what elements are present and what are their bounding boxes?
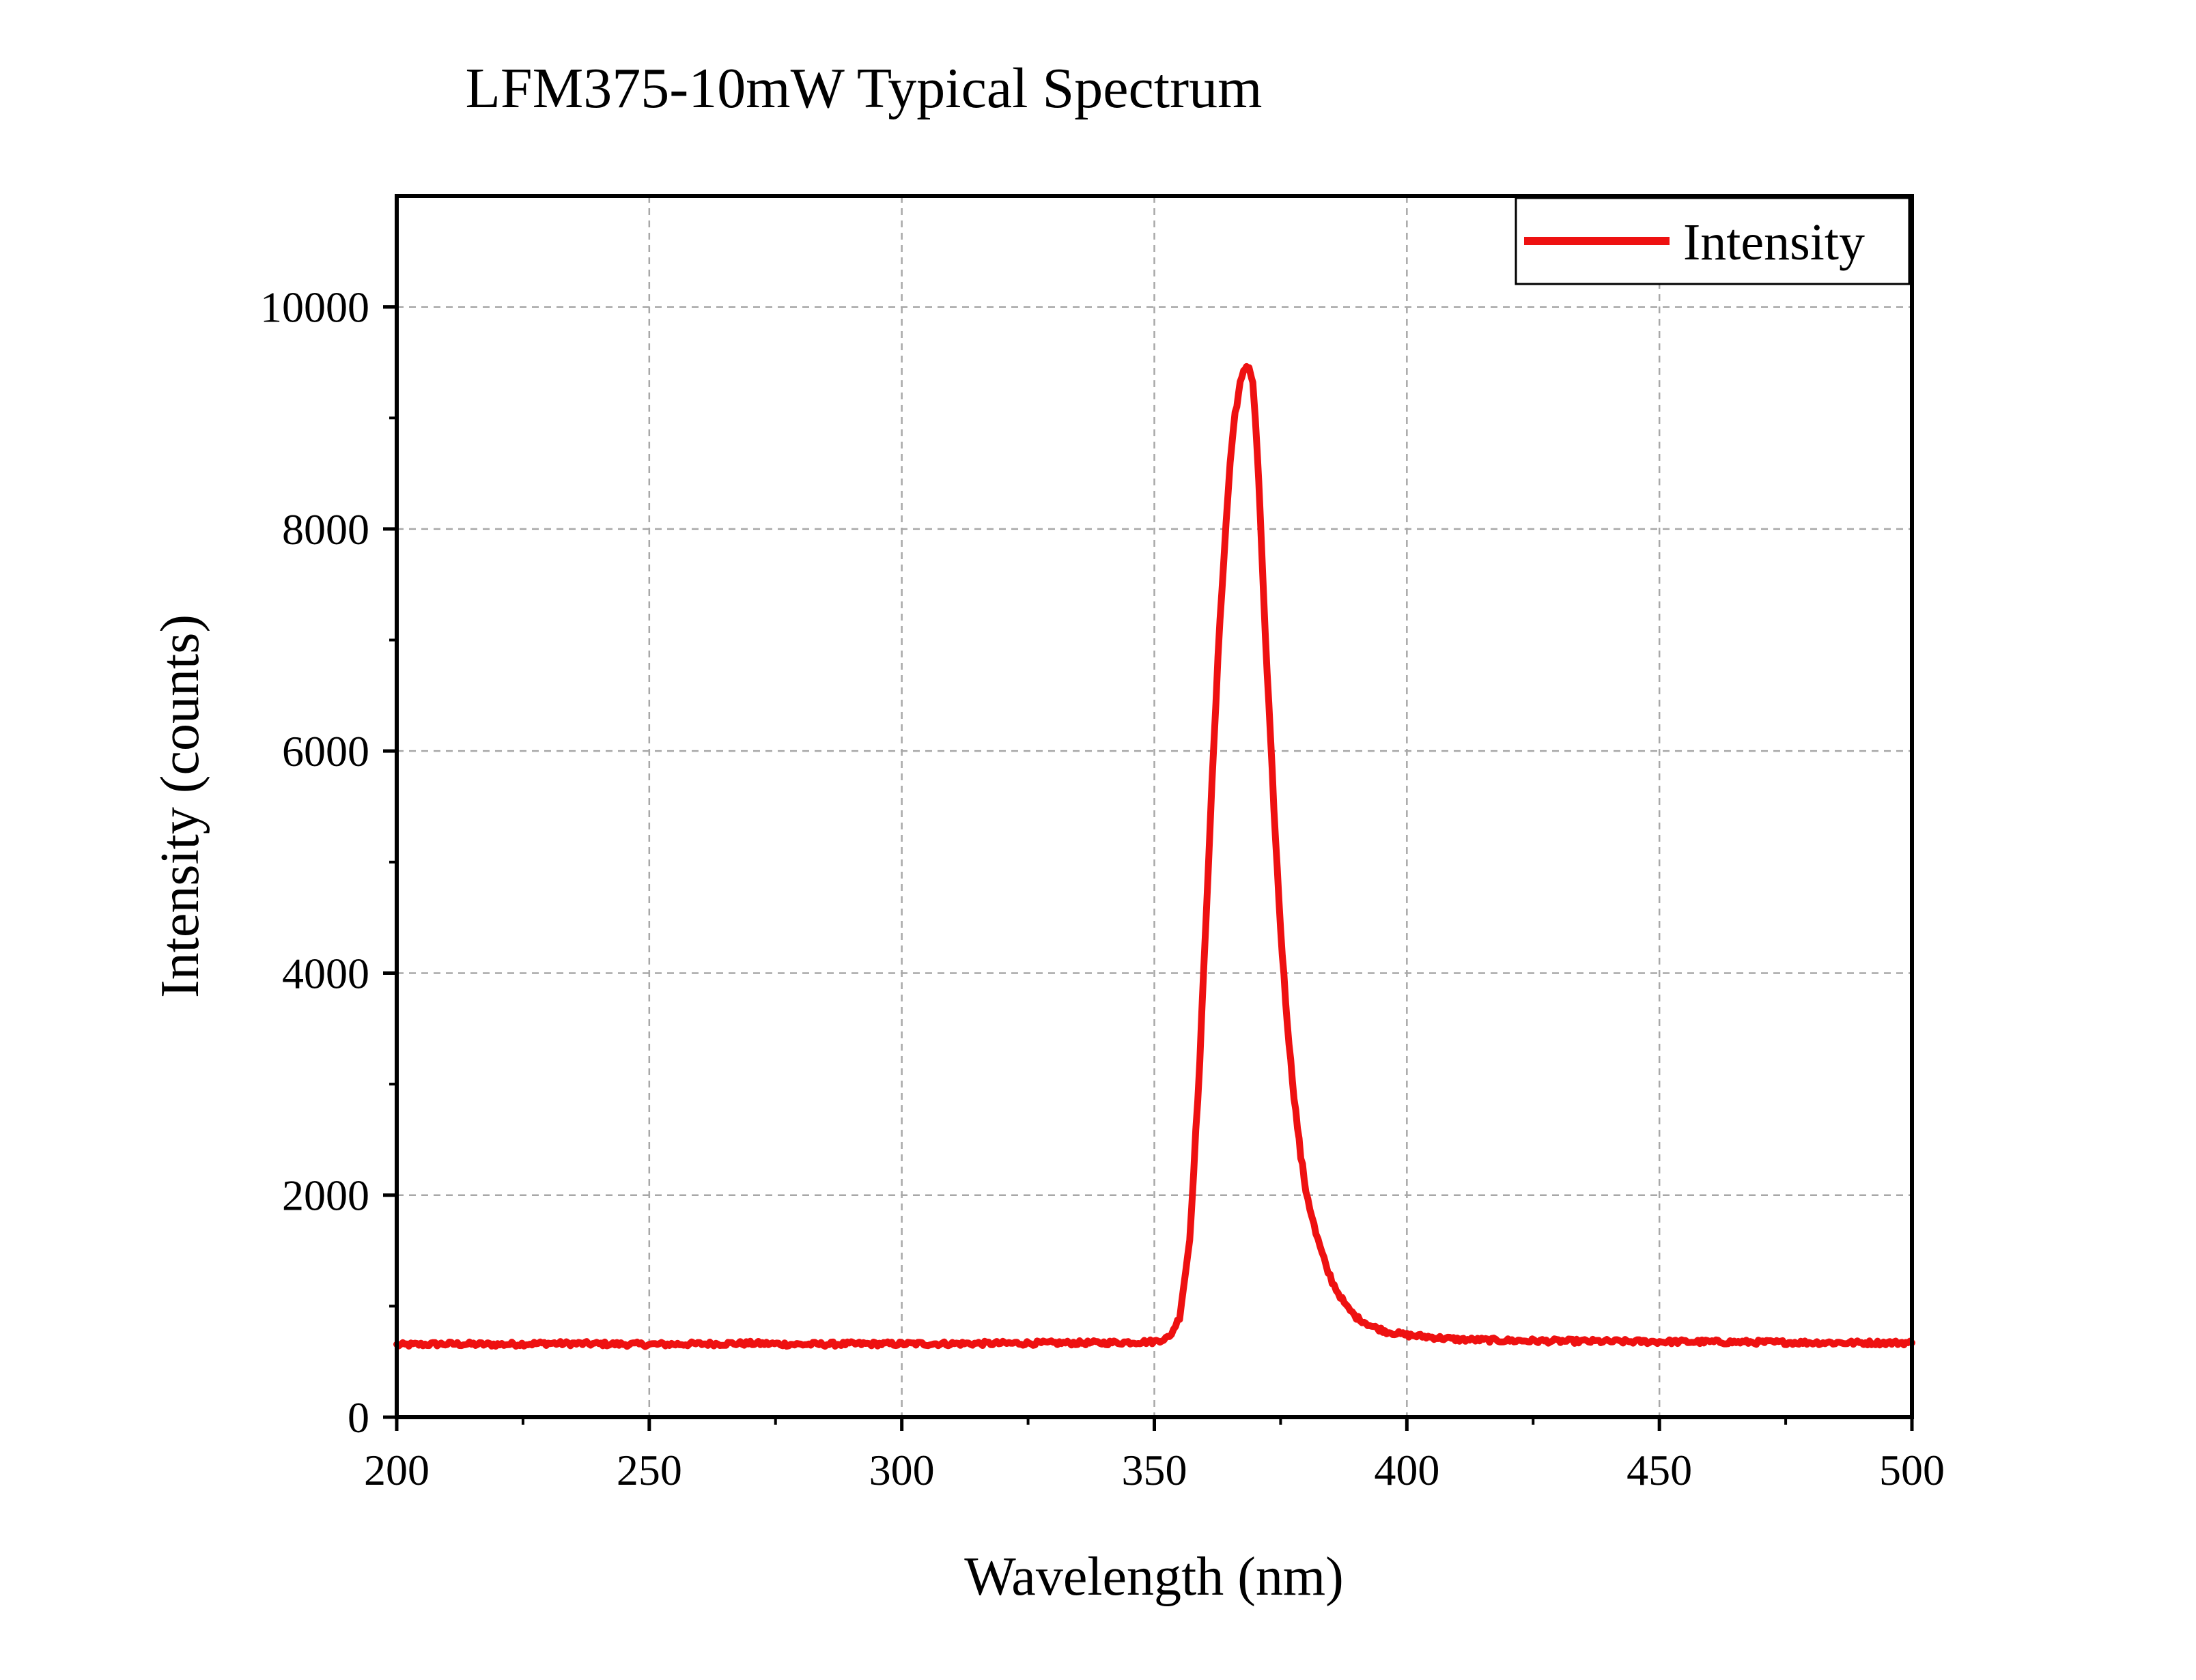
y-tick-label: 10000 [260, 283, 369, 332]
y-tick-label: 0 [348, 1393, 369, 1442]
x-tick-label: 500 [1879, 1446, 1945, 1494]
x-tick-label: 250 [617, 1446, 682, 1494]
x-tick-label: 400 [1374, 1446, 1439, 1494]
chart-title: LFM375-10mW Typical Spectrum [466, 57, 1263, 120]
y-axis: 0 2000 4000 6000 8000 10000 [260, 283, 397, 1442]
legend: Intensity [1515, 197, 1911, 285]
series-line-intensity [393, 362, 1915, 1350]
x-tick-label: 450 [1627, 1446, 1692, 1494]
x-tick-label: 350 [1122, 1446, 1187, 1494]
y-tick-label: 6000 [282, 727, 369, 775]
x-tick-label: 200 [364, 1446, 430, 1494]
legend-series-label: Intensity [1683, 214, 1865, 271]
x-tick-label: 300 [869, 1446, 935, 1494]
y-axis-title: Intensity (counts) [150, 614, 210, 998]
y-tick-label: 8000 [282, 505, 369, 554]
y-tick-label: 2000 [282, 1171, 369, 1220]
y-tick-label: 4000 [282, 949, 369, 997]
x-axis-title: Wavelength (nm) [964, 1547, 1344, 1607]
series-layer [393, 362, 1915, 1350]
x-axis: 200 250 300 350 400 450 500 [364, 1417, 1945, 1494]
grid-lines [397, 196, 1912, 1417]
